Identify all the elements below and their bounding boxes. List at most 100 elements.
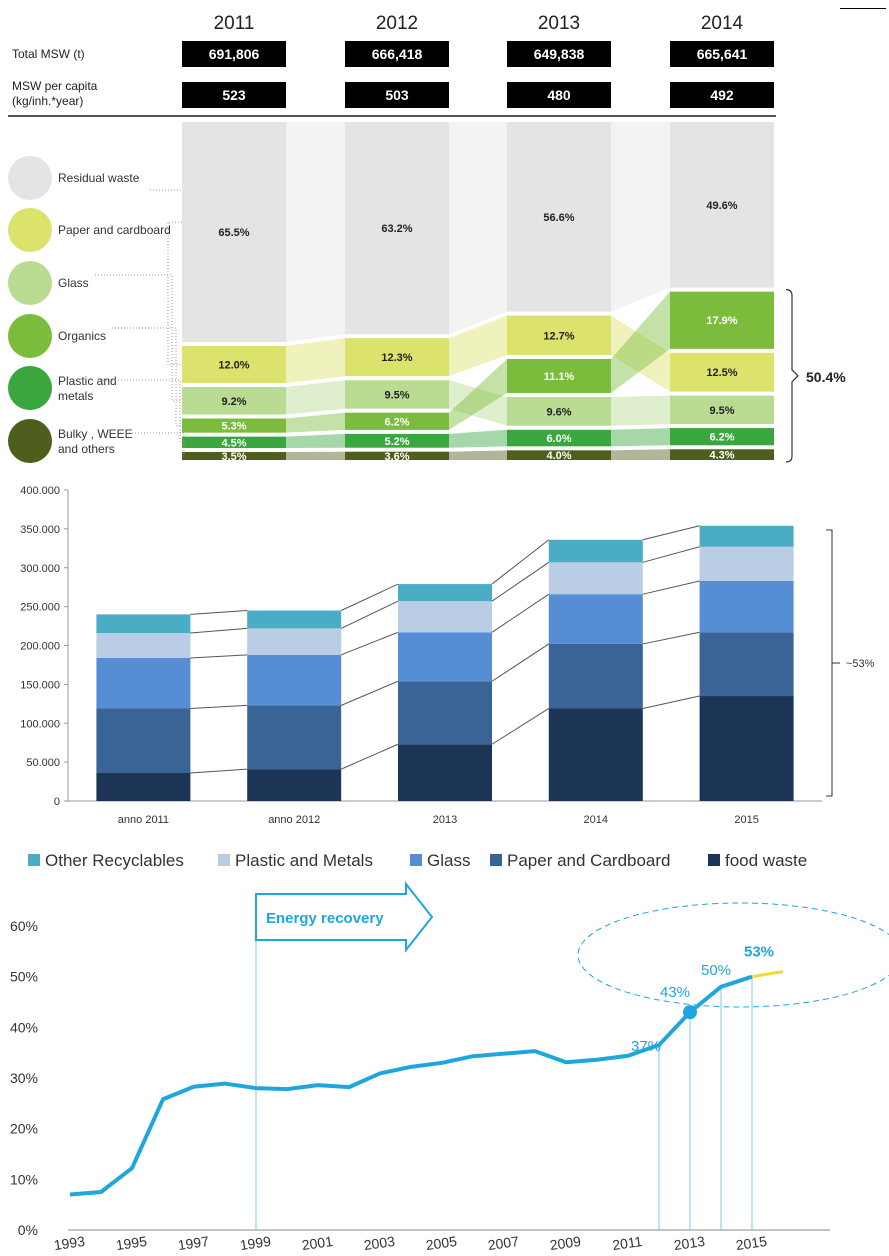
value-box-text: 503 bbox=[385, 87, 409, 103]
segment-label: 4.3% bbox=[709, 450, 734, 462]
x-tick-label: 2011 bbox=[611, 1233, 643, 1253]
segment-label: 12.0% bbox=[218, 360, 249, 372]
bar-segment bbox=[700, 547, 794, 581]
segment-label: 11.1% bbox=[544, 371, 575, 383]
row-label-per-capita-line2: (kg/inh.*year) bbox=[12, 94, 83, 108]
bar-segment bbox=[700, 632, 794, 696]
segment-label: 6.2% bbox=[709, 432, 734, 444]
value-box-text: 691,806 bbox=[209, 46, 260, 62]
legend-swatch bbox=[490, 854, 502, 866]
line-chart: 0%10%20%30%40%50%60%1993 1995 1997 1999 2001… bbox=[0, 880, 889, 1256]
legend-label: Paper and Cardboard bbox=[507, 851, 671, 870]
segment-label: 3.6% bbox=[384, 451, 409, 463]
x-tick-label: anno 2011 bbox=[118, 814, 169, 826]
connector-line bbox=[190, 655, 247, 658]
y-tick-label: 50.000 bbox=[26, 757, 60, 769]
bracket-label: 50.4% bbox=[806, 369, 846, 385]
arrow-label: Energy recovery bbox=[266, 910, 384, 927]
connector-line bbox=[643, 696, 700, 708]
connector-line bbox=[643, 632, 700, 644]
category-label-line1: Plastic and bbox=[58, 374, 117, 388]
bar-segment bbox=[549, 594, 643, 644]
x-tick-label: 2005 bbox=[425, 1233, 458, 1253]
y-tick-label: 200.000 bbox=[20, 641, 60, 653]
bar-segment bbox=[96, 773, 190, 801]
bar-segment bbox=[700, 696, 794, 801]
legend-swatch bbox=[410, 854, 422, 866]
bar-segment bbox=[96, 614, 190, 633]
y-tick-label: 350.000 bbox=[20, 524, 60, 536]
category-circle bbox=[8, 261, 52, 305]
bar-segment bbox=[247, 611, 341, 629]
flow-ribbon bbox=[286, 452, 345, 460]
bracket bbox=[786, 290, 798, 462]
bar-segment bbox=[398, 681, 492, 744]
year-header: 2011 bbox=[214, 13, 255, 34]
year-header: 2014 bbox=[701, 13, 744, 34]
segment-label: 4.0% bbox=[546, 450, 571, 462]
row-label-total-msw: Total MSW (t) bbox=[12, 47, 85, 61]
bar-segment bbox=[96, 633, 190, 658]
segment-label: 9.5% bbox=[384, 389, 409, 401]
callout-label: 37% bbox=[631, 1038, 661, 1055]
segment-label: 9.6% bbox=[546, 406, 571, 418]
legend-swatch bbox=[28, 854, 40, 866]
x-tick-label: 2003 bbox=[363, 1233, 396, 1253]
value-box-text: 665,641 bbox=[697, 46, 748, 62]
callout-label: 50% bbox=[701, 962, 731, 979]
flow-ribbon bbox=[611, 396, 670, 426]
category-circle bbox=[8, 314, 52, 358]
x-tick-label: 2007 bbox=[487, 1233, 520, 1253]
category-circle bbox=[8, 156, 52, 200]
category-label-line2: metals bbox=[58, 389, 93, 403]
value-box-text: 666,418 bbox=[372, 46, 423, 62]
category-label-line2: and others bbox=[58, 442, 115, 456]
y-tick-label: 60% bbox=[10, 918, 38, 934]
bar-segment bbox=[398, 601, 492, 632]
bar-segment bbox=[96, 708, 190, 773]
bar-segment bbox=[247, 705, 341, 769]
composition-chart: 2011 2012 2013 2014 Total MSW (t) MSW per cap… bbox=[0, 0, 889, 470]
segment-label: 9.2% bbox=[221, 396, 246, 408]
legend-label: Glass bbox=[427, 851, 470, 870]
year-header: 2012 bbox=[376, 13, 418, 34]
bar-segment bbox=[96, 658, 190, 709]
bracket bbox=[826, 530, 840, 796]
y-tick-label: 0 bbox=[54, 796, 60, 808]
y-tick-label: 50% bbox=[10, 969, 38, 985]
bar-segment bbox=[549, 562, 643, 594]
legend-label: food waste bbox=[725, 851, 807, 870]
x-tick-label: 2009 bbox=[549, 1233, 582, 1253]
bracket-label: ~53% bbox=[846, 658, 875, 670]
callout-label: 43% bbox=[660, 984, 690, 1001]
connector-line bbox=[190, 611, 247, 615]
flow-ribbon bbox=[286, 338, 345, 383]
segment-label: 5.2% bbox=[384, 436, 409, 448]
highlight-point bbox=[683, 1005, 697, 1019]
highlight-ellipse bbox=[578, 903, 889, 1007]
segment-label: 12.7% bbox=[543, 330, 574, 342]
segment-label: 63.2% bbox=[381, 223, 412, 235]
bar-segment bbox=[549, 644, 643, 709]
year-header: 2013 bbox=[538, 13, 580, 34]
x-tick-label: 2015 bbox=[734, 814, 758, 826]
x-tick-label: anno 2012 bbox=[268, 814, 320, 826]
segment-label: 3.5% bbox=[221, 451, 246, 463]
y-tick-label: 400.000 bbox=[20, 485, 60, 497]
x-tick-label: 2013 bbox=[673, 1233, 706, 1253]
connector-line bbox=[341, 601, 398, 628]
connector-line bbox=[643, 581, 700, 594]
y-tick-label: 30% bbox=[10, 1070, 38, 1086]
connector-line bbox=[643, 526, 700, 540]
x-tick-label: 2013 bbox=[433, 814, 457, 826]
x-tick-label: 2015 bbox=[735, 1233, 768, 1253]
connector-line bbox=[190, 769, 247, 773]
y-tick-label: 20% bbox=[10, 1121, 38, 1137]
connector-line bbox=[190, 705, 247, 708]
flow-ribbon bbox=[449, 430, 507, 448]
connector-line bbox=[643, 547, 700, 563]
y-tick-label: 40% bbox=[10, 1019, 38, 1035]
bar-segment bbox=[549, 708, 643, 801]
category-circle bbox=[8, 366, 52, 410]
x-tick-label: 1999 bbox=[239, 1233, 272, 1253]
